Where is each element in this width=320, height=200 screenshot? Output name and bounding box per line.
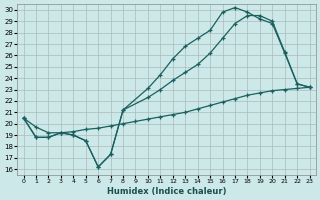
X-axis label: Humidex (Indice chaleur): Humidex (Indice chaleur)	[107, 187, 226, 196]
